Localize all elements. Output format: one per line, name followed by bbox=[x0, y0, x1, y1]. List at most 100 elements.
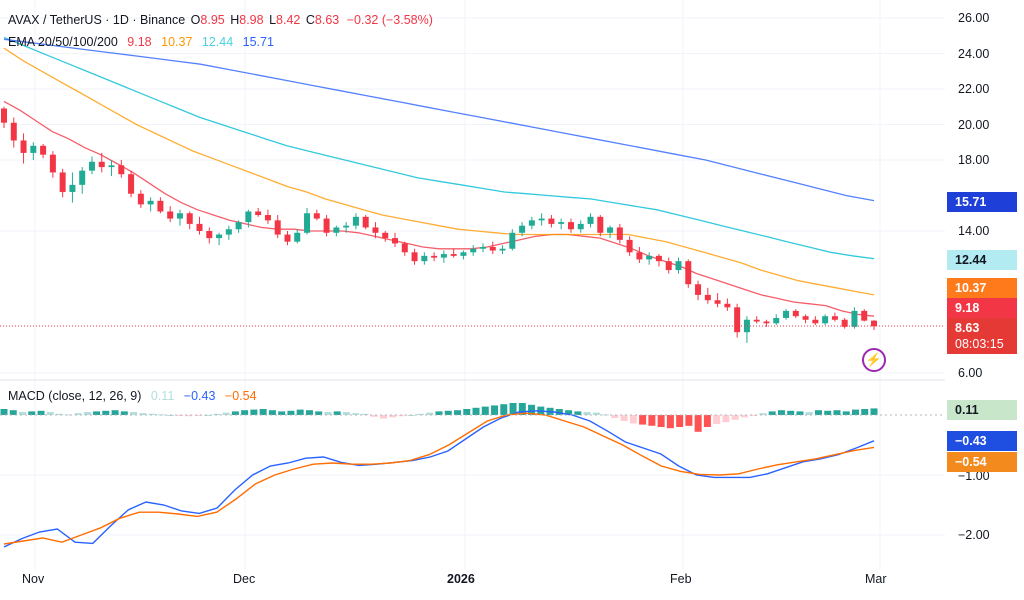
open-label: O bbox=[190, 13, 201, 27]
macd-y-tick-label: −2.00 bbox=[958, 528, 990, 542]
candle bbox=[206, 227, 213, 244]
low-value: 8.42 bbox=[276, 13, 301, 27]
macd-histogram-bar bbox=[592, 412, 600, 415]
candle bbox=[440, 250, 447, 263]
candle-body bbox=[470, 248, 477, 253]
candle bbox=[802, 314, 809, 324]
macd-histogram-bar bbox=[9, 410, 17, 415]
candle bbox=[489, 241, 496, 255]
candle bbox=[548, 215, 555, 228]
ema200-value: 15.71 bbox=[242, 35, 274, 49]
macd-histogram-bar bbox=[46, 412, 54, 415]
macd-histogram-bar bbox=[398, 415, 406, 417]
lightning-bolt-icon[interactable]: ⚡ bbox=[862, 348, 886, 372]
candle-body bbox=[294, 232, 301, 242]
macd-histogram-bar bbox=[528, 404, 536, 415]
candle-body bbox=[372, 227, 379, 233]
candle-body bbox=[841, 319, 848, 327]
macd-histogram-bar bbox=[324, 412, 332, 415]
candle bbox=[108, 160, 115, 176]
candle bbox=[235, 220, 242, 233]
macd-histogram-bar bbox=[416, 413, 424, 415]
candle-body bbox=[655, 255, 662, 262]
candle bbox=[294, 229, 301, 244]
candle bbox=[871, 320, 877, 331]
macd-line-badge: −0.43 bbox=[947, 431, 1017, 451]
candle-body bbox=[343, 225, 350, 228]
candle bbox=[567, 218, 574, 233]
candle-body bbox=[450, 254, 457, 256]
macd-histogram-bar bbox=[768, 411, 776, 415]
candle bbox=[323, 215, 330, 237]
ema100-badge: 12.44 bbox=[947, 250, 1017, 270]
candle-body bbox=[20, 140, 27, 153]
macd-histogram-bar bbox=[287, 410, 295, 415]
macd-histogram-bar bbox=[491, 405, 499, 415]
candle bbox=[186, 211, 193, 230]
macd-histogram-bar bbox=[361, 413, 369, 415]
candle-body bbox=[411, 252, 418, 262]
macd-histogram-bar bbox=[500, 404, 508, 415]
macd-legend-label[interactable]: MACD (close, 12, 26, 9) bbox=[8, 389, 142, 403]
macd-histogram-bar bbox=[259, 409, 267, 415]
candle-body bbox=[59, 172, 66, 192]
macd-histogram-bar bbox=[805, 412, 813, 415]
last-price-value: 8.63 bbox=[955, 321, 980, 335]
candle-body bbox=[225, 229, 232, 235]
candle-body bbox=[245, 211, 252, 223]
candle bbox=[665, 257, 672, 274]
high-value: 8.98 bbox=[239, 13, 264, 27]
macd-histogram-bar bbox=[574, 411, 582, 415]
candle-body bbox=[763, 321, 770, 324]
candle bbox=[304, 207, 311, 235]
candle-body bbox=[548, 218, 555, 224]
candle-body bbox=[695, 284, 702, 295]
macd-histogram-bar bbox=[518, 403, 526, 415]
candle bbox=[753, 316, 760, 324]
macd-legend[interactable]: MACD (close, 12, 26, 9) 0.11 −0.43 −0.54 bbox=[8, 389, 257, 403]
candle bbox=[792, 309, 799, 318]
y-tick-label: 14.00 bbox=[958, 224, 990, 238]
ema-line bbox=[3, 36, 875, 260]
macd-histogram-bar bbox=[28, 411, 36, 415]
candle-body bbox=[597, 216, 604, 233]
candle-body bbox=[118, 165, 125, 175]
candle bbox=[479, 243, 486, 253]
macd-histogram bbox=[0, 403, 878, 432]
candle bbox=[577, 220, 584, 233]
macd-histogram-bar bbox=[352, 413, 360, 415]
candle-body bbox=[313, 213, 320, 219]
candle-body bbox=[157, 200, 164, 212]
candle-body bbox=[489, 246, 496, 251]
macd-histogram-bar bbox=[777, 410, 785, 415]
candle-body bbox=[871, 320, 877, 327]
candle bbox=[822, 314, 829, 326]
symbol-header[interactable]: AVAX / TetherUS · 1D · Binance O8.95 H8.… bbox=[8, 13, 433, 27]
close-value: 8.63 bbox=[314, 13, 340, 27]
candle bbox=[49, 151, 56, 178]
candle-body bbox=[607, 227, 614, 233]
candle bbox=[851, 307, 858, 329]
candle bbox=[98, 152, 105, 173]
symbol-title[interactable]: AVAX / TetherUS · 1D · Binance bbox=[8, 13, 186, 27]
candle bbox=[538, 213, 545, 226]
x-tick-label: Mar bbox=[865, 572, 887, 586]
candle bbox=[655, 254, 662, 267]
candle bbox=[245, 209, 252, 228]
macd-histogram-bar bbox=[796, 411, 804, 415]
macd-line bbox=[3, 410, 875, 548]
macd-hist-badge: 0.11 bbox=[947, 400, 1017, 420]
ema-legend-label[interactable]: EMA 20/50/100/200 bbox=[8, 35, 118, 49]
ema-legend[interactable]: EMA 20/50/100/200 9.18 10.37 12.44 15.71 bbox=[8, 35, 274, 49]
candle bbox=[450, 248, 457, 258]
macd-line-value: −0.43 bbox=[183, 389, 216, 403]
candle-body bbox=[538, 218, 545, 221]
macd-histogram-bar bbox=[204, 415, 212, 416]
candle-body bbox=[323, 218, 330, 233]
candle bbox=[216, 232, 223, 246]
candle-body bbox=[519, 225, 526, 233]
candle bbox=[646, 252, 653, 265]
candle bbox=[333, 225, 340, 237]
